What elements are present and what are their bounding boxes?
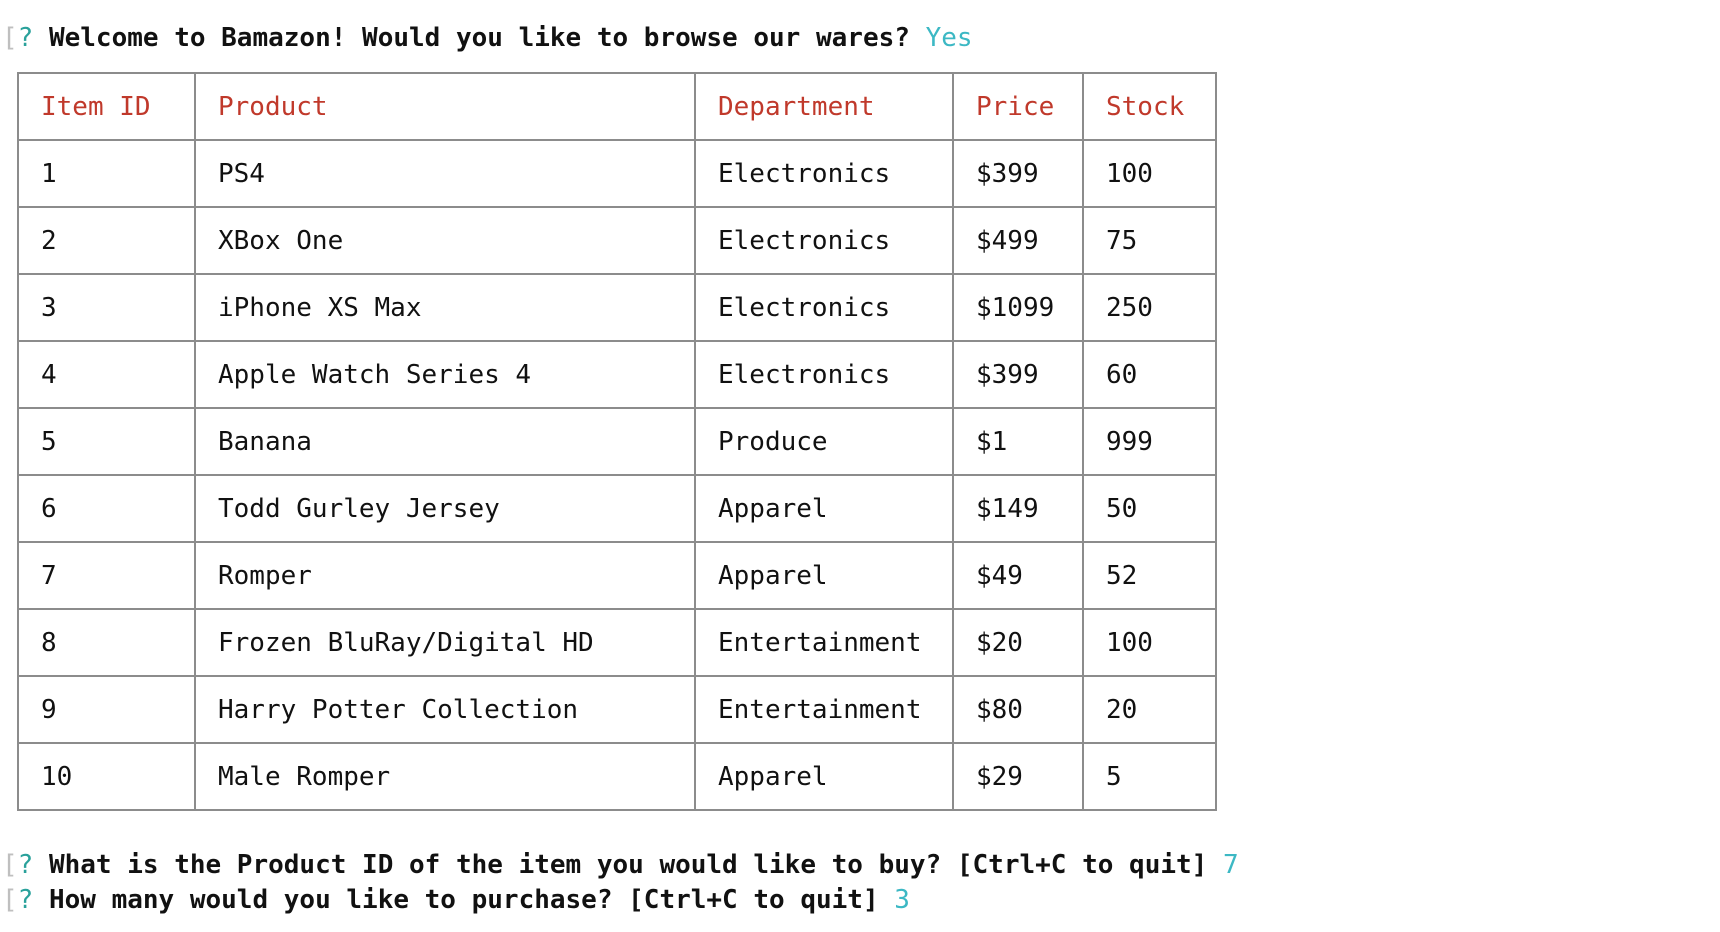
- cell-product: Romper: [194, 541, 696, 610]
- cell-department: Entertainment: [694, 675, 954, 744]
- product-id-question: What is the Product ID of the item you w…: [48, 850, 1208, 880]
- cell-department: Apparel: [694, 474, 954, 543]
- header-product: Product: [194, 72, 696, 141]
- prompt-bracket: [: [2, 850, 18, 880]
- table-row: 9 Harry Potter Collection Entertainment …: [17, 675, 1217, 744]
- cell-price: $399: [952, 139, 1084, 208]
- cell-department: Apparel: [694, 742, 954, 811]
- cell-product: Frozen BluRay/Digital HD: [194, 608, 696, 677]
- cell-item-id: 2: [17, 206, 196, 275]
- cell-department: Electronics: [694, 206, 954, 275]
- welcome-answer[interactable]: Yes: [925, 23, 973, 53]
- cell-stock: 100: [1082, 139, 1217, 208]
- cell-department: Electronics: [694, 139, 954, 208]
- question-mark-icon: ?: [17, 850, 34, 880]
- quantity-question: How many would you like to purchase? [Ct…: [48, 885, 879, 915]
- cell-stock: 52: [1082, 541, 1217, 610]
- cell-item-id: 3: [17, 273, 196, 342]
- cell-item-id: 5: [17, 407, 196, 476]
- table-row: 8 Frozen BluRay/Digital HD Entertainment…: [17, 608, 1217, 677]
- cell-item-id: 7: [17, 541, 196, 610]
- cell-stock: 5: [1082, 742, 1217, 811]
- products-table: Item ID Product Department Price Stock 1…: [17, 72, 1217, 811]
- cell-stock: 20: [1082, 675, 1217, 744]
- question-mark-icon: ?: [17, 23, 34, 53]
- cell-department: Entertainment: [694, 608, 954, 677]
- cell-department: Electronics: [694, 273, 954, 342]
- header-item-id: Item ID: [17, 72, 196, 141]
- cell-department: Electronics: [694, 340, 954, 409]
- header-price: Price: [952, 72, 1084, 141]
- table-row: 5 Banana Produce $1 999: [17, 407, 1217, 476]
- cell-price: $499: [952, 206, 1084, 275]
- cell-product: Apple Watch Series 4: [194, 340, 696, 409]
- cell-stock: 75: [1082, 206, 1217, 275]
- cell-price: $1: [952, 407, 1084, 476]
- table-row: 7 Romper Apparel $49 52: [17, 541, 1217, 610]
- cell-item-id: 8: [17, 608, 196, 677]
- cell-stock: 100: [1082, 608, 1217, 677]
- cell-product: XBox One: [194, 206, 696, 275]
- cell-item-id: 1: [17, 139, 196, 208]
- prompt-bracket: [: [2, 885, 18, 915]
- cell-item-id: 6: [17, 474, 196, 543]
- cell-stock: 250: [1082, 273, 1217, 342]
- cell-product: Harry Potter Collection: [194, 675, 696, 744]
- product-id-prompt-line: [? What is the Product ID of the item yo…: [2, 845, 1239, 885]
- prompt-bracket: [: [2, 23, 18, 53]
- welcome-question: Welcome to Bamazon! Would you like to br…: [48, 23, 910, 53]
- header-department: Department: [694, 72, 954, 141]
- table-row: 3 iPhone XS Max Electronics $1099 250: [17, 273, 1217, 342]
- cell-item-id: 4: [17, 340, 196, 409]
- cell-product: iPhone XS Max: [194, 273, 696, 342]
- cell-product: Todd Gurley Jersey: [194, 474, 696, 543]
- products-table-container: Item ID Product Department Price Stock 1…: [17, 72, 1217, 811]
- cell-price: $29: [952, 742, 1084, 811]
- table-row: 1 PS4 Electronics $399 100: [17, 139, 1217, 208]
- cell-price: $149: [952, 474, 1084, 543]
- cell-item-id: 9: [17, 675, 196, 744]
- cell-price: $1099: [952, 273, 1084, 342]
- cell-price: $399: [952, 340, 1084, 409]
- cell-stock: 50: [1082, 474, 1217, 543]
- header-stock: Stock: [1082, 72, 1217, 141]
- cell-department: Produce: [694, 407, 954, 476]
- table-row: 2 XBox One Electronics $499 75: [17, 206, 1217, 275]
- quantity-answer[interactable]: 3: [894, 885, 910, 915]
- cell-price: $49: [952, 541, 1084, 610]
- table-row: 10 Male Romper Apparel $29 5: [17, 742, 1217, 811]
- cell-product: Male Romper: [194, 742, 696, 811]
- table-header-row: Item ID Product Department Price Stock: [17, 72, 1217, 141]
- question-mark-icon: ?: [17, 885, 34, 915]
- cell-stock: 999: [1082, 407, 1217, 476]
- cell-product: Banana: [194, 407, 696, 476]
- welcome-prompt-line: [? Welcome to Bamazon! Would you like to…: [2, 18, 973, 58]
- cell-price: $20: [952, 608, 1084, 677]
- product-id-answer[interactable]: 7: [1222, 850, 1239, 880]
- cell-item-id: 10: [17, 742, 196, 811]
- cell-product: PS4: [194, 139, 696, 208]
- table-row: 4 Apple Watch Series 4 Electronics $399 …: [17, 340, 1217, 409]
- quantity-prompt-line: [? How many would you like to purchase? …: [2, 880, 910, 920]
- table-row: 6 Todd Gurley Jersey Apparel $149 50: [17, 474, 1217, 543]
- cell-department: Apparel: [694, 541, 954, 610]
- cell-price: $80: [952, 675, 1084, 744]
- cell-stock: 60: [1082, 340, 1217, 409]
